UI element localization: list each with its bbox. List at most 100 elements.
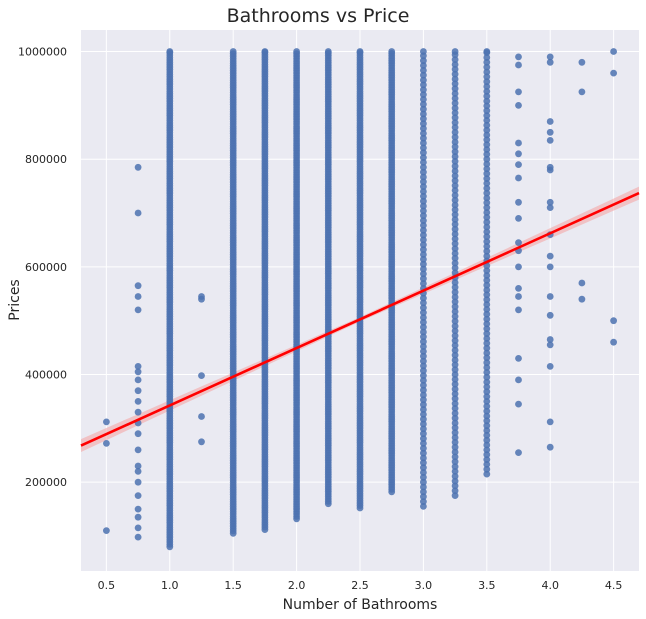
data-point — [546, 163, 554, 171]
data-point — [483, 461, 491, 468]
data-point — [420, 178, 427, 186]
data-point — [451, 167, 459, 175]
regression-line — [80, 191, 640, 447]
data-point — [451, 424, 459, 432]
data-point — [134, 524, 142, 532]
data-point — [451, 95, 459, 102]
data-point — [483, 335, 491, 342]
data-point — [420, 459, 427, 467]
data-point — [483, 218, 491, 226]
data-point — [483, 155, 491, 163]
data-point — [420, 488, 427, 496]
data-point — [578, 295, 586, 303]
x-tick-label: 4.5 — [605, 579, 623, 592]
data-point — [483, 339, 491, 347]
data-point — [610, 317, 617, 325]
data-point — [420, 226, 427, 234]
data-point — [546, 118, 554, 125]
data-point — [134, 492, 142, 499]
data-point — [420, 280, 427, 287]
data-point — [483, 398, 491, 405]
data-point — [134, 209, 142, 217]
data-point — [451, 70, 459, 78]
data-point — [420, 338, 427, 346]
data-point — [420, 81, 427, 89]
data-point — [420, 62, 427, 69]
data-point — [451, 438, 459, 446]
data-point — [451, 187, 459, 194]
data-point — [451, 230, 459, 238]
y-tick-label: 400000 — [25, 369, 67, 382]
data-point — [198, 413, 205, 420]
data-point — [483, 170, 491, 178]
data-point — [451, 313, 459, 320]
data-point — [451, 133, 459, 141]
data-point — [546, 137, 554, 144]
points-layer — [103, 48, 617, 551]
data-point — [515, 174, 522, 182]
data-point — [483, 238, 491, 246]
data-point — [483, 252, 491, 260]
data-point — [483, 272, 491, 279]
data-point — [420, 231, 427, 239]
x-tick-label: 3.0 — [415, 579, 433, 592]
data-point — [420, 304, 427, 312]
data-point — [420, 328, 427, 336]
data-point — [483, 83, 491, 90]
data-point — [451, 414, 459, 422]
data-point — [451, 99, 459, 107]
data-point — [451, 351, 459, 359]
y-tick-label: 600000 — [25, 261, 67, 274]
data-point — [546, 198, 554, 206]
data-point — [451, 61, 459, 68]
data-point — [451, 288, 459, 296]
data-point — [483, 354, 491, 362]
data-point — [420, 415, 427, 423]
data-point — [134, 533, 142, 541]
data-point — [483, 446, 491, 454]
data-point — [451, 434, 459, 441]
data-point — [483, 194, 491, 202]
data-point — [515, 239, 522, 247]
data-point — [420, 425, 427, 433]
data-point — [483, 121, 491, 129]
data-point — [451, 104, 459, 112]
data-point — [420, 362, 427, 370]
data-point — [483, 276, 491, 284]
data-point — [420, 430, 427, 438]
data-point — [134, 293, 142, 300]
data-point — [134, 505, 142, 513]
data-point — [451, 380, 459, 388]
x-tick-label: 3.5 — [478, 579, 496, 592]
data-point — [420, 464, 427, 471]
data-point — [134, 282, 142, 290]
y-axis-label: Prices — [7, 279, 23, 320]
data-point — [229, 48, 237, 55]
data-point — [420, 168, 427, 176]
data-point — [451, 472, 459, 480]
data-point — [420, 503, 427, 510]
data-point — [420, 57, 427, 65]
data-point — [451, 317, 459, 325]
data-point — [420, 469, 427, 476]
data-point — [420, 96, 427, 103]
data-point — [483, 286, 491, 294]
data-point — [356, 48, 364, 55]
data-point — [451, 385, 459, 393]
data-point — [134, 468, 142, 475]
data-point — [483, 54, 491, 61]
data-point — [451, 75, 459, 83]
data-point — [451, 283, 459, 291]
data-point — [420, 367, 427, 375]
data-point — [483, 73, 491, 81]
data-point — [420, 125, 427, 132]
data-point — [610, 69, 617, 77]
data-point — [134, 363, 142, 370]
data-point — [420, 444, 427, 452]
data-point — [451, 366, 459, 374]
data-point — [483, 373, 491, 381]
data-point — [451, 157, 459, 165]
data-point — [420, 420, 427, 428]
data-point — [420, 91, 427, 98]
